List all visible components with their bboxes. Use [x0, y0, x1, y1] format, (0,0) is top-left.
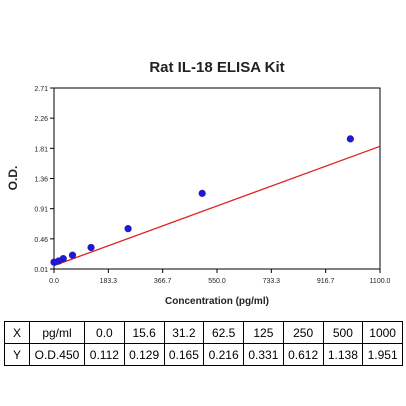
x-tick-label: 0.0: [49, 278, 59, 285]
y-tick-label: 0.46: [34, 237, 48, 244]
x-tick-label: 550.0: [208, 278, 226, 285]
table-row-x: X pg/ml 0.0 15.6 31.2 62.5 125 250 500 1…: [4, 321, 403, 344]
table-cell: 15.6: [123, 321, 165, 344]
y-tick-label: 2.71: [34, 86, 48, 93]
row-unit-y: O.D.450: [29, 343, 85, 366]
x-tick-label: 733.3: [263, 278, 281, 285]
y-tick-label: 0.91: [34, 207, 48, 214]
fit-line: [53, 145, 381, 267]
table-cell: 31.2: [163, 321, 205, 344]
table-cell: 0.612: [282, 343, 324, 366]
y-tick-label: 1.36: [34, 177, 48, 184]
table-cell: 0.216: [203, 343, 244, 366]
x-axis-label: Concentration (pg/ml): [165, 296, 269, 307]
row-unit-x: pg/ml: [29, 321, 85, 344]
table-cell: 500: [322, 321, 364, 344]
chart-title: Rat IL-18 ELISA Kit: [149, 59, 284, 76]
plot-area: [53, 87, 381, 270]
table-cell: 0.331: [243, 343, 284, 366]
data-point: [124, 225, 132, 233]
table-cell: 1.138: [322, 343, 364, 366]
x-tick-label: 366.7: [154, 278, 172, 285]
y-tick-label: 0.01: [34, 267, 48, 274]
table-cell: 1.951: [362, 343, 403, 366]
table-cell: 1000: [362, 321, 403, 344]
data-table: X pg/ml 0.0 15.6 31.2 62.5 125 250 500 1…: [4, 321, 403, 366]
row-label-x: X: [4, 321, 30, 344]
row-label-y: Y: [4, 343, 30, 366]
data-point: [346, 135, 354, 143]
y-tick-label: 2.26: [34, 116, 48, 123]
data-point: [87, 243, 95, 252]
table-cell: 0.0: [84, 321, 125, 344]
x-tick-label: 916.7: [317, 278, 335, 285]
x-tick-label: 1100.0: [370, 278, 391, 285]
table-cell: 125: [243, 321, 284, 344]
chart: Rat IL-18 ELISA Kit O.D. Concentration (…: [6, 59, 391, 307]
data-point: [59, 255, 67, 263]
table-row-y: Y O.D.450 0.112 0.129 0.165 0.216 0.331 …: [4, 343, 403, 366]
data-point: [68, 251, 77, 259]
table-cell: 0.129: [123, 343, 165, 366]
table-cell: 0.112: [84, 343, 125, 366]
table-cell: 0.165: [163, 343, 205, 366]
data-point: [198, 189, 206, 197]
y-tick-label: 1.81: [34, 146, 48, 153]
y-axis-label: O.D.: [6, 166, 20, 191]
table-cell: 250: [282, 321, 324, 344]
table-cell: 62.5: [203, 321, 244, 344]
x-tick-label: 183.3: [100, 278, 118, 285]
